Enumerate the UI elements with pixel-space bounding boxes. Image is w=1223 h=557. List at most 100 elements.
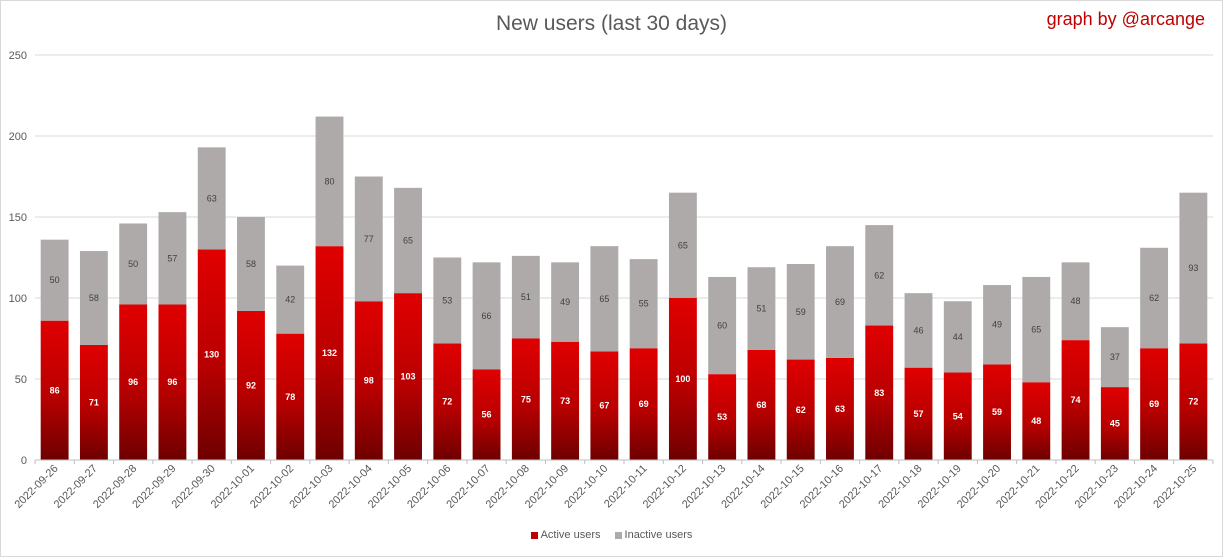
data-label-active: 103 (401, 372, 416, 382)
bar-active (668, 298, 697, 460)
data-label-active: 96 (167, 377, 177, 387)
bar-active (1061, 340, 1090, 460)
data-label-active: 72 (442, 397, 452, 407)
data-label-active: 48 (1031, 416, 1041, 426)
legend-item-active: Active users (530, 529, 601, 541)
bar-inactive (629, 259, 658, 349)
bar-inactive (747, 267, 776, 350)
data-label-active: 54 (953, 411, 963, 421)
data-label-inactive: 69 (835, 297, 845, 307)
bar-active (1100, 387, 1129, 460)
data-label-active: 62 (796, 405, 806, 415)
data-label-inactive: 60 (717, 321, 727, 331)
bar-inactive (708, 276, 737, 375)
bar-active (629, 348, 658, 460)
data-label-inactive: 66 (482, 311, 492, 321)
bar-active (1140, 348, 1169, 460)
bar-active (983, 364, 1011, 460)
bar-inactive (826, 246, 854, 358)
data-label-inactive: 57 (167, 253, 177, 263)
bar-inactive (786, 263, 815, 360)
bar-inactive (511, 255, 540, 339)
data-label-active: 63 (835, 404, 845, 414)
data-label-active: 59 (992, 407, 1002, 417)
data-label-active: 78 (285, 392, 295, 402)
data-label-active: 53 (717, 412, 727, 422)
data-label-active: 45 (1110, 419, 1120, 429)
bar-active (865, 325, 894, 460)
data-label-active: 96 (128, 377, 138, 387)
bar-inactive (158, 212, 187, 305)
bar-active (197, 249, 226, 460)
data-label-inactive: 65 (1031, 325, 1041, 335)
bar-inactive (315, 116, 344, 247)
y-tick-label: 200 (9, 131, 27, 143)
bar-active (315, 246, 344, 460)
bar-inactive (472, 262, 501, 370)
bar-active (1179, 343, 1208, 460)
bar-active (786, 359, 815, 460)
legend-label-active: Active users (540, 529, 601, 541)
bar-active (511, 338, 540, 460)
data-label-active: 74 (1071, 395, 1081, 405)
bar-active (433, 343, 462, 460)
data-label-active: 98 (364, 376, 374, 386)
bar-active (394, 293, 422, 460)
bar-active (590, 351, 619, 460)
data-label-active: 68 (756, 400, 766, 410)
bar-active (276, 333, 305, 460)
bar-active (158, 304, 187, 460)
bar-active (237, 310, 265, 460)
legend-label-inactive: Inactive users (624, 529, 693, 541)
data-label-active: 92 (246, 380, 256, 390)
bar-active (551, 341, 580, 460)
data-label-active: 67 (599, 401, 609, 411)
data-label-inactive: 65 (678, 240, 688, 250)
data-labels: 86 50 71 58 96 50 96 57 130 63 92 58 78 42 132 80 98 77 10… (50, 176, 1199, 428)
data-label-inactive: 58 (246, 259, 256, 269)
bar-active (904, 367, 933, 460)
bar-inactive (276, 265, 305, 334)
bar-inactive (1022, 276, 1051, 383)
legend-swatch-active (530, 531, 538, 539)
data-label-active: 57 (913, 409, 923, 419)
bar-inactive (433, 257, 462, 344)
legend: Active users Inactive users (0, 529, 1223, 541)
bar-inactive (551, 262, 580, 342)
data-label-active: 71 (89, 397, 99, 407)
data-label-active: 73 (560, 396, 570, 406)
bar-inactive (904, 293, 933, 368)
bar-inactive (590, 246, 619, 352)
data-label-inactive: 49 (992, 320, 1002, 330)
data-label-inactive: 44 (953, 332, 963, 342)
bar-inactive (865, 225, 894, 326)
data-label-inactive: 51 (521, 292, 531, 302)
chart-credit: graph by @arcange (1046, 9, 1205, 29)
bar-active (79, 344, 108, 460)
legend-swatch-inactive (614, 531, 622, 539)
data-label-active: 69 (1149, 399, 1159, 409)
bar-inactive (394, 187, 422, 294)
data-label-active: 100 (675, 374, 690, 384)
bar-inactive (119, 223, 148, 305)
data-label-inactive: 50 (128, 259, 138, 269)
bar-active (747, 349, 776, 460)
data-label-active: 132 (322, 348, 337, 358)
data-label-inactive: 37 (1110, 352, 1120, 362)
bar-inactive (40, 239, 69, 321)
data-label-active: 75 (521, 394, 531, 404)
bar-active (1022, 382, 1051, 460)
data-label-inactive: 51 (756, 304, 766, 314)
gridlines (35, 54, 1213, 380)
bar-active (826, 357, 854, 460)
data-label-active: 72 (1188, 397, 1198, 407)
data-label-active: 56 (482, 410, 492, 420)
data-label-inactive: 46 (913, 325, 923, 335)
bar-inactive (1140, 247, 1169, 349)
data-label-inactive: 65 (403, 235, 413, 245)
data-label-active: 86 (50, 385, 60, 395)
data-label-active: 130 (204, 350, 219, 360)
data-label-inactive: 59 (796, 307, 806, 317)
data-label-inactive: 65 (599, 294, 609, 304)
